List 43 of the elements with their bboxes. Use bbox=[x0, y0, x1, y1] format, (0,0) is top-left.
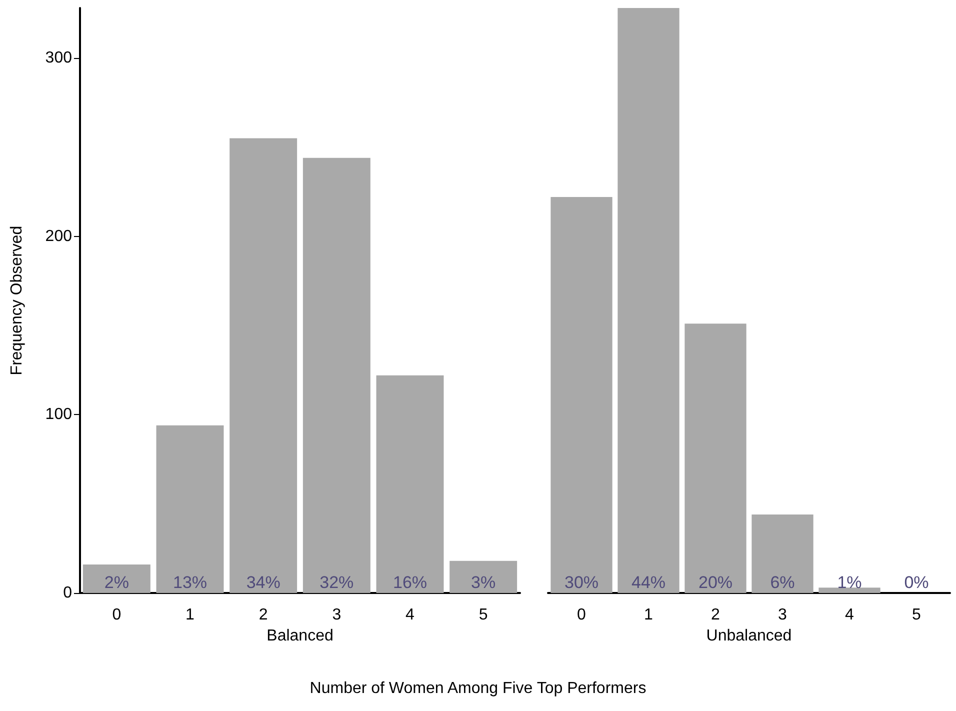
bar bbox=[550, 197, 612, 593]
x-tick-label: 1 bbox=[644, 606, 654, 624]
bar bbox=[376, 375, 444, 593]
annotation: 6% bbox=[770, 573, 795, 592]
x-tick-label: 5 bbox=[912, 606, 922, 624]
x-tick-label: 4 bbox=[406, 606, 415, 624]
annotation: 16% bbox=[392, 573, 428, 592]
x-tick-label: 0 bbox=[112, 606, 122, 624]
bar bbox=[302, 158, 370, 593]
annotation: 34% bbox=[246, 573, 280, 592]
x-tick-label: 4 bbox=[845, 606, 854, 624]
annotation: 30% bbox=[564, 573, 599, 592]
x-tick-label: 3 bbox=[332, 606, 342, 624]
x-axis-title: Unbalanced bbox=[706, 627, 792, 644]
y-tick-label: 0 bbox=[63, 584, 72, 602]
bar bbox=[752, 514, 814, 593]
bar bbox=[156, 425, 224, 593]
x-tick-label: 2 bbox=[258, 606, 268, 624]
y-tick-label: 300 bbox=[45, 49, 72, 66]
bar bbox=[618, 8, 680, 593]
bar bbox=[230, 138, 298, 593]
bar bbox=[450, 560, 518, 593]
x-tick-label: 3 bbox=[778, 606, 788, 624]
x-tick-label: 2 bbox=[711, 606, 720, 624]
bar bbox=[684, 324, 746, 593]
annotation: 44% bbox=[631, 573, 666, 592]
y-tick-label: 200 bbox=[45, 228, 72, 245]
bar bbox=[818, 588, 880, 593]
x-tick-label: 1 bbox=[186, 606, 195, 624]
annotation: 32% bbox=[320, 573, 354, 592]
bar bbox=[82, 564, 150, 593]
x-tick-label: 0 bbox=[577, 606, 586, 624]
y-axis-title: Frequency Observed bbox=[8, 226, 26, 376]
y-tick-label: 100 bbox=[45, 406, 72, 424]
annotation: 20% bbox=[698, 573, 733, 592]
x-tick-label: 5 bbox=[478, 606, 488, 624]
annotation: 2% bbox=[104, 573, 129, 592]
x-axis-title: Balanced bbox=[266, 627, 334, 644]
text: Number of Women Among Five Top Performers bbox=[308, 680, 648, 698]
annotation: 13% bbox=[172, 573, 208, 592]
annotation: 0% bbox=[904, 573, 929, 592]
annotation: 3% bbox=[471, 573, 496, 592]
annotation: 1% bbox=[837, 573, 862, 592]
